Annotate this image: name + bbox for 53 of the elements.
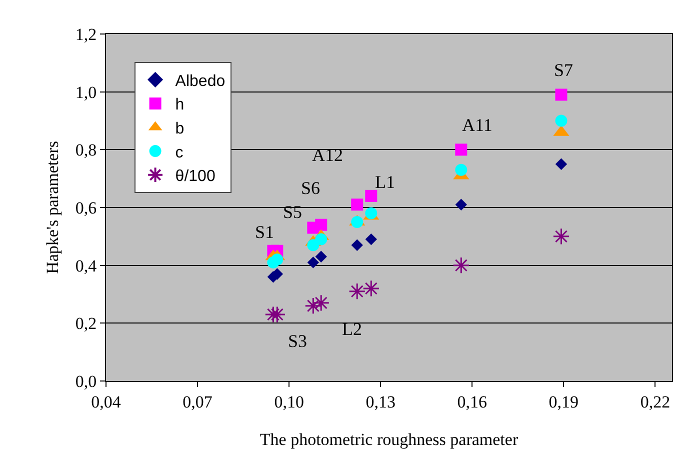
y-tick-label: 0,2 [75,314,97,334]
legend-label: b [175,120,184,138]
point [348,282,366,300]
x-tick-label: 0,04 [91,392,122,412]
point [264,306,282,324]
x-tick-label: 0,13 [366,392,396,412]
point [268,306,286,324]
annotation: S3 [288,331,308,351]
point [315,218,328,231]
legend-label: h [175,96,184,114]
y-tick-label: 0,4 [75,256,98,276]
point [555,114,568,127]
point [452,256,470,274]
point [312,294,330,312]
y-tick-label: 0,0 [75,372,97,391]
point [351,239,363,251]
annotation: L1 [375,172,395,192]
point [315,233,328,246]
x-tick-label: 0,22 [640,392,670,412]
annotation: L2 [342,319,362,339]
legend-label: c [175,144,184,162]
x-axis-title: The photometric roughness parameter [260,430,518,449]
point [304,297,322,314]
y-tick-label: 1,0 [75,82,97,102]
point [351,198,364,211]
point [362,280,380,298]
point [271,254,284,266]
y-axis-title: Hapke's parameters [42,141,62,274]
y-tick-label: 0,8 [75,140,97,160]
point [455,144,468,156]
annotation: A11 [462,115,492,135]
point [365,233,377,246]
annotation: S1 [255,222,274,242]
point [307,256,320,268]
point [555,88,568,101]
y-tick-label: 0,6 [75,198,97,218]
annotation: S6 [301,178,320,198]
point [351,216,364,228]
point [365,190,378,202]
x-tick-label: 0,10 [274,392,304,412]
point [555,158,568,170]
point [455,198,468,210]
point [307,239,320,252]
point [455,164,468,176]
legend-label: θ/100 [175,168,216,186]
x-tick-label: 0,07 [182,392,213,412]
y-tick-label: 1,2 [75,24,97,44]
x-tick-label: 0,16 [457,392,488,412]
point [315,250,327,263]
x-tick-label: 0,19 [548,392,579,412]
point [552,228,570,245]
annotation: S7 [554,60,574,80]
legend-label: Albedo [175,72,226,90]
